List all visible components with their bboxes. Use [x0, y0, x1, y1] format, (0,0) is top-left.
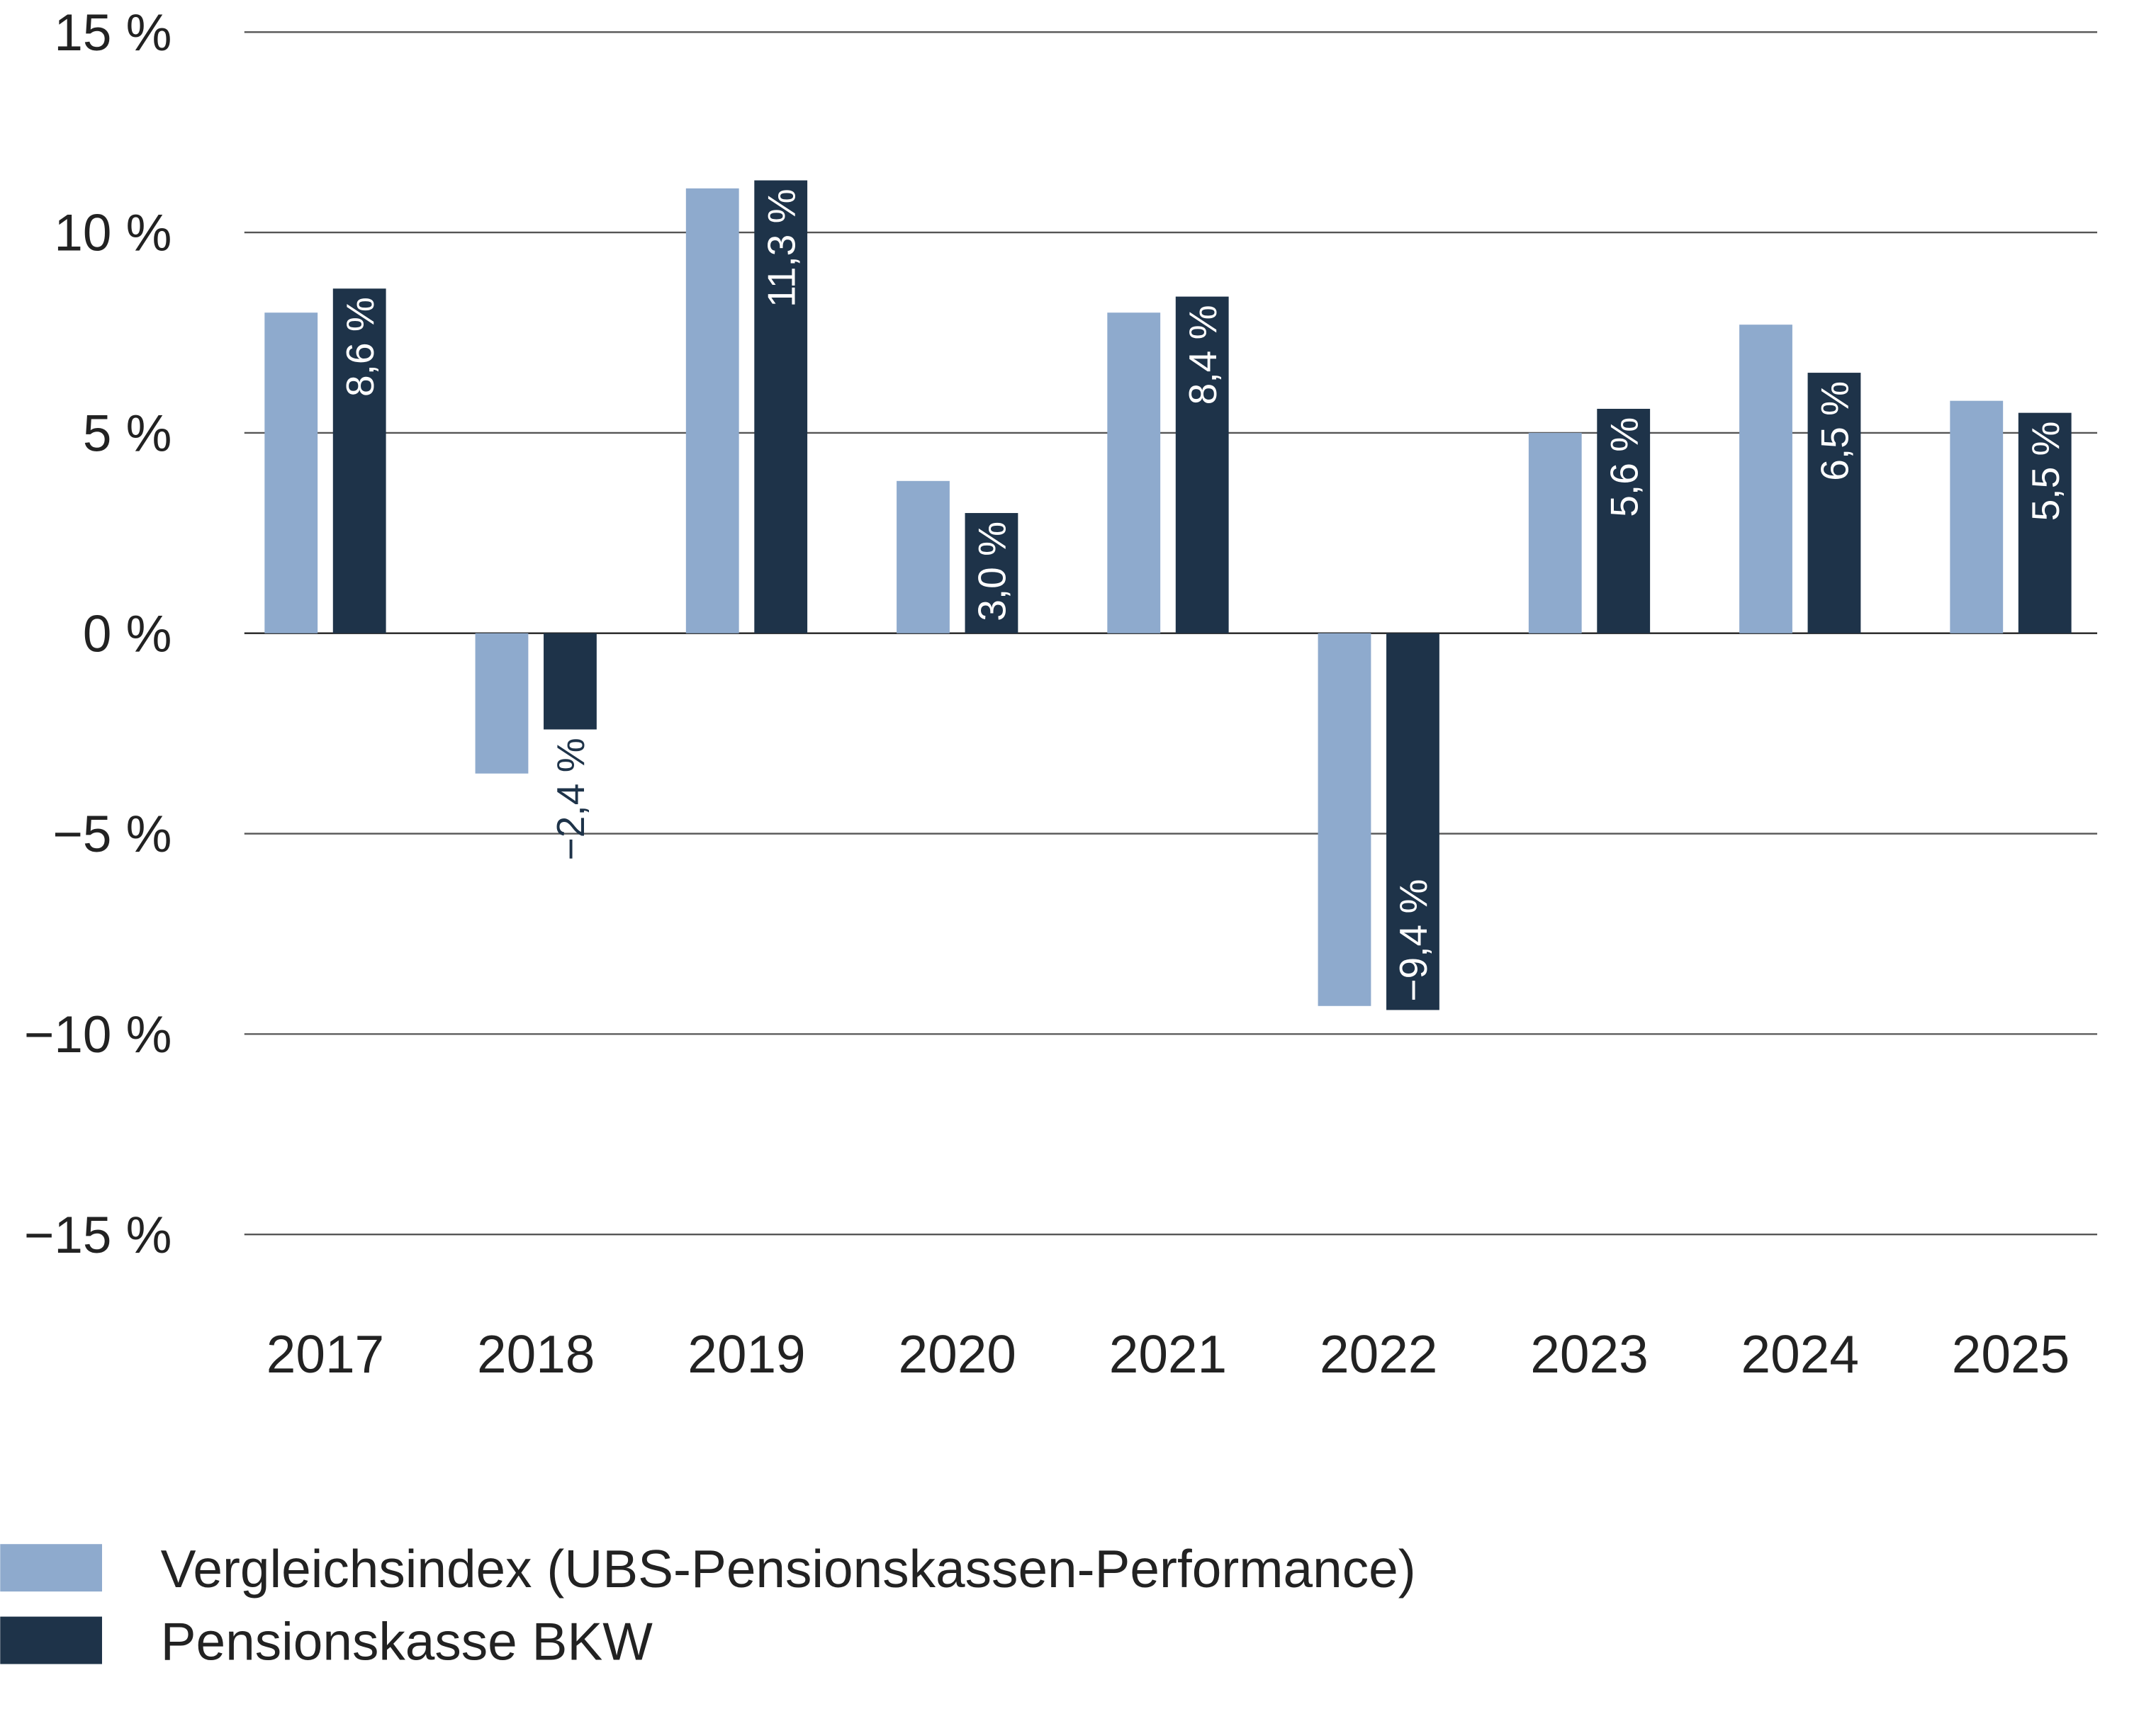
bar — [1739, 325, 1792, 633]
x-tick-label: 2020 — [899, 1324, 1016, 1384]
value-label: 8,6 % — [338, 297, 382, 397]
bar — [685, 188, 739, 633]
y-tick-label: 5 % — [83, 405, 172, 463]
value-label: 5,5 % — [2023, 421, 2067, 521]
legend-swatch — [0, 1616, 102, 1664]
bar — [897, 480, 950, 633]
bar — [1950, 400, 2004, 633]
bar — [1597, 408, 1651, 633]
legend-label: Pensionskasse BKW — [161, 1612, 653, 1671]
bar — [2018, 412, 2072, 633]
x-tick-label: 2022 — [1320, 1324, 1437, 1384]
bar — [965, 513, 1018, 633]
bar — [1107, 312, 1161, 633]
value-label: −9,4 % — [1391, 879, 1435, 1002]
bar — [544, 633, 597, 730]
x-tick-label: 2023 — [1530, 1324, 1648, 1384]
bar — [475, 633, 529, 774]
bar — [332, 288, 386, 633]
value-label: 6,5 % — [1813, 381, 1857, 481]
bar — [1528, 432, 1582, 633]
legend-swatch — [0, 1544, 102, 1592]
y-tick-label: 0 % — [83, 605, 172, 662]
y-tick-label: −10 % — [24, 1006, 172, 1064]
bar — [264, 312, 318, 633]
x-tick-label: 2024 — [1741, 1324, 1859, 1384]
legend-label: Vergleichsindex (UBS-Pensionskassen-Perf… — [161, 1539, 1416, 1599]
bar — [1386, 633, 1439, 1010]
x-tick-label: 2021 — [1109, 1324, 1227, 1384]
x-tick-label: 2025 — [1952, 1324, 2070, 1384]
value-label: −2,4 % — [549, 738, 593, 860]
x-tick-label: 2018 — [477, 1324, 595, 1384]
bar — [1807, 373, 1861, 633]
y-tick-label: 15 % — [54, 4, 172, 62]
y-tick-label: 10 % — [54, 205, 172, 262]
x-tick-label: 2019 — [687, 1324, 805, 1384]
value-label: 3,0 % — [970, 521, 1014, 621]
value-label: 11,3 % — [759, 188, 803, 307]
value-label: 5,6 % — [1602, 417, 1646, 517]
y-tick-label: −5 % — [52, 806, 172, 863]
y-tick-label: −15 % — [24, 1207, 172, 1264]
value-label: 8,4 % — [1181, 305, 1225, 405]
bar — [754, 180, 808, 633]
bar — [1175, 296, 1229, 633]
x-tick-label: 2017 — [266, 1324, 384, 1384]
bar — [1318, 633, 1371, 1006]
